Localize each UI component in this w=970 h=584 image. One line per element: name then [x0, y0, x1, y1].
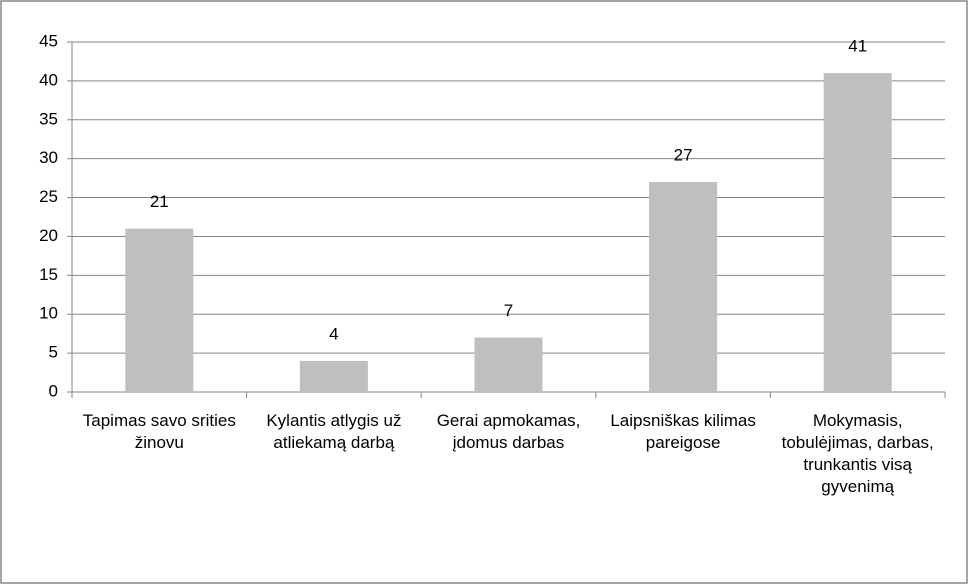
- x-tick-label: Laipsniškas kilimas pareigose: [610, 411, 756, 452]
- data-label: 21: [150, 192, 169, 211]
- y-tick-label: 5: [49, 343, 58, 362]
- y-tick-label: 40: [39, 70, 58, 89]
- y-tick-label: 15: [39, 265, 58, 284]
- y-tick-label: 10: [39, 304, 58, 323]
- data-label: 41: [848, 37, 867, 56]
- bar: [299, 360, 368, 392]
- bar: [125, 228, 194, 392]
- x-tick-label: Mokymasis, tobulėjimas, darbas, trunkant…: [781, 411, 934, 496]
- bar: [649, 182, 718, 392]
- bar: [474, 337, 543, 392]
- data-label: 27: [674, 145, 693, 164]
- data-label: 7: [504, 301, 513, 320]
- y-tick-label: 35: [39, 109, 58, 128]
- x-tick-label: Tapimas savo srities žinovu: [82, 411, 236, 452]
- data-label: 4: [329, 324, 338, 343]
- bar: [823, 73, 892, 392]
- x-tick-label: Kylantis atlygis už atliekamą darbą: [266, 411, 402, 452]
- y-tick-label: 45: [39, 31, 58, 50]
- x-tick-label: Gerai apmokamas, įdomus darbas: [436, 411, 581, 452]
- y-tick-label: 25: [39, 187, 58, 206]
- y-tick-label: 20: [39, 226, 58, 245]
- y-tick-label: 0: [49, 381, 58, 400]
- y-tick-label: 30: [39, 148, 58, 167]
